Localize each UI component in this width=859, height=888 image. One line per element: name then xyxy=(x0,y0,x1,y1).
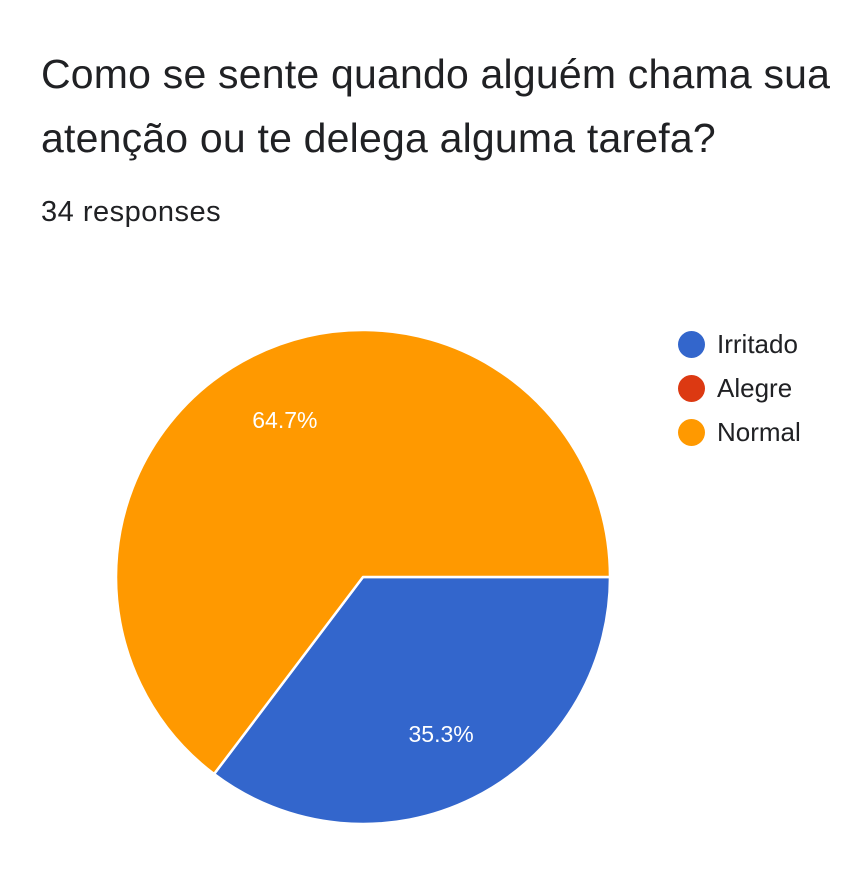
data-label-irritado: 35.3% xyxy=(409,721,474,747)
data-label-normal: 64.7% xyxy=(252,407,317,433)
legend-item-normal[interactable]: Normal xyxy=(678,410,801,454)
chart-legend: Irritado Alegre Normal xyxy=(678,322,801,454)
legend-swatch xyxy=(678,330,705,358)
legend-label: Normal xyxy=(717,416,801,447)
legend-swatch xyxy=(678,374,705,402)
pie-slice-irritado[interactable] xyxy=(212,575,612,826)
pie-slice-normal[interactable] xyxy=(114,328,612,776)
legend-item-alegre[interactable]: Alegre xyxy=(678,366,801,410)
pie-data-labels: 35.3% 64.7% xyxy=(252,407,473,747)
legend-label: Alegre xyxy=(717,372,793,403)
pie-slices xyxy=(114,328,612,826)
legend-item-irritado[interactable]: Irritado xyxy=(678,322,801,366)
response-count: 34 responses xyxy=(41,196,222,228)
chart-title: Como se sente quando alguém chama sua at… xyxy=(41,51,831,161)
legend-swatch xyxy=(678,418,705,446)
legend-label: Irritado xyxy=(717,328,798,359)
